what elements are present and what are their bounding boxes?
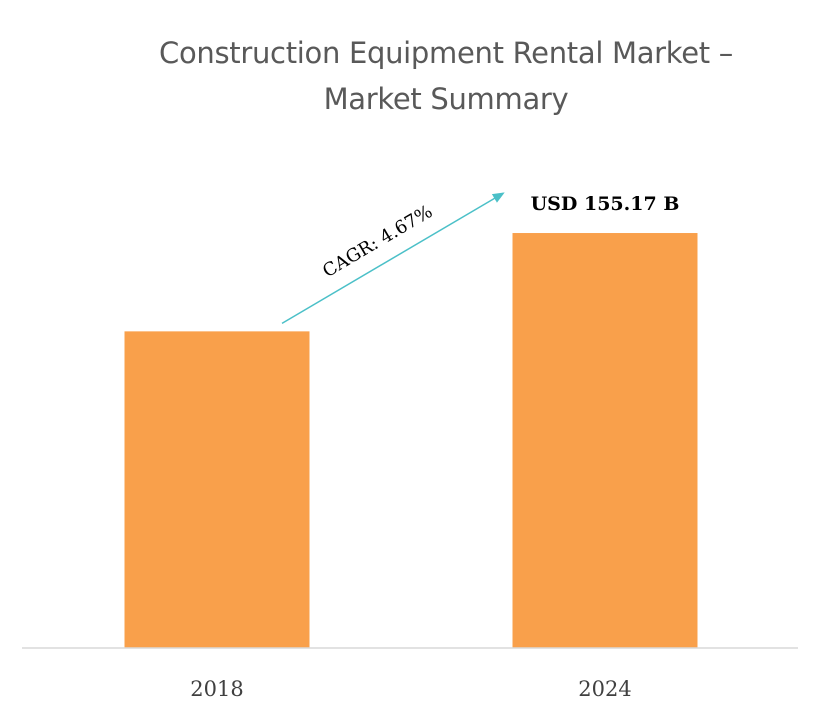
cagr-annotation: CAGR: 4.67% [281,192,505,325]
x-tick-label-2018: 2018 [190,677,243,701]
bar-2018 [124,331,310,648]
data-labels: USD 155.17 B [531,193,680,215]
chart-title-line-1: Construction Equipment Rental Market – [159,36,733,70]
data-label-2024: USD 155.17 B [531,193,680,215]
cagr-arrow [281,192,505,325]
bar-2024 [512,233,698,649]
x-tick-label-2024: 2024 [578,677,631,701]
chart-title-line-2: Market Summary [323,82,569,116]
cagr-label: CAGR: 4.67% [319,201,436,282]
bars [124,233,698,649]
chart-title: Construction Equipment Rental Market – M… [0,30,822,122]
x-axis-ticks: 2018 2024 [190,677,631,701]
